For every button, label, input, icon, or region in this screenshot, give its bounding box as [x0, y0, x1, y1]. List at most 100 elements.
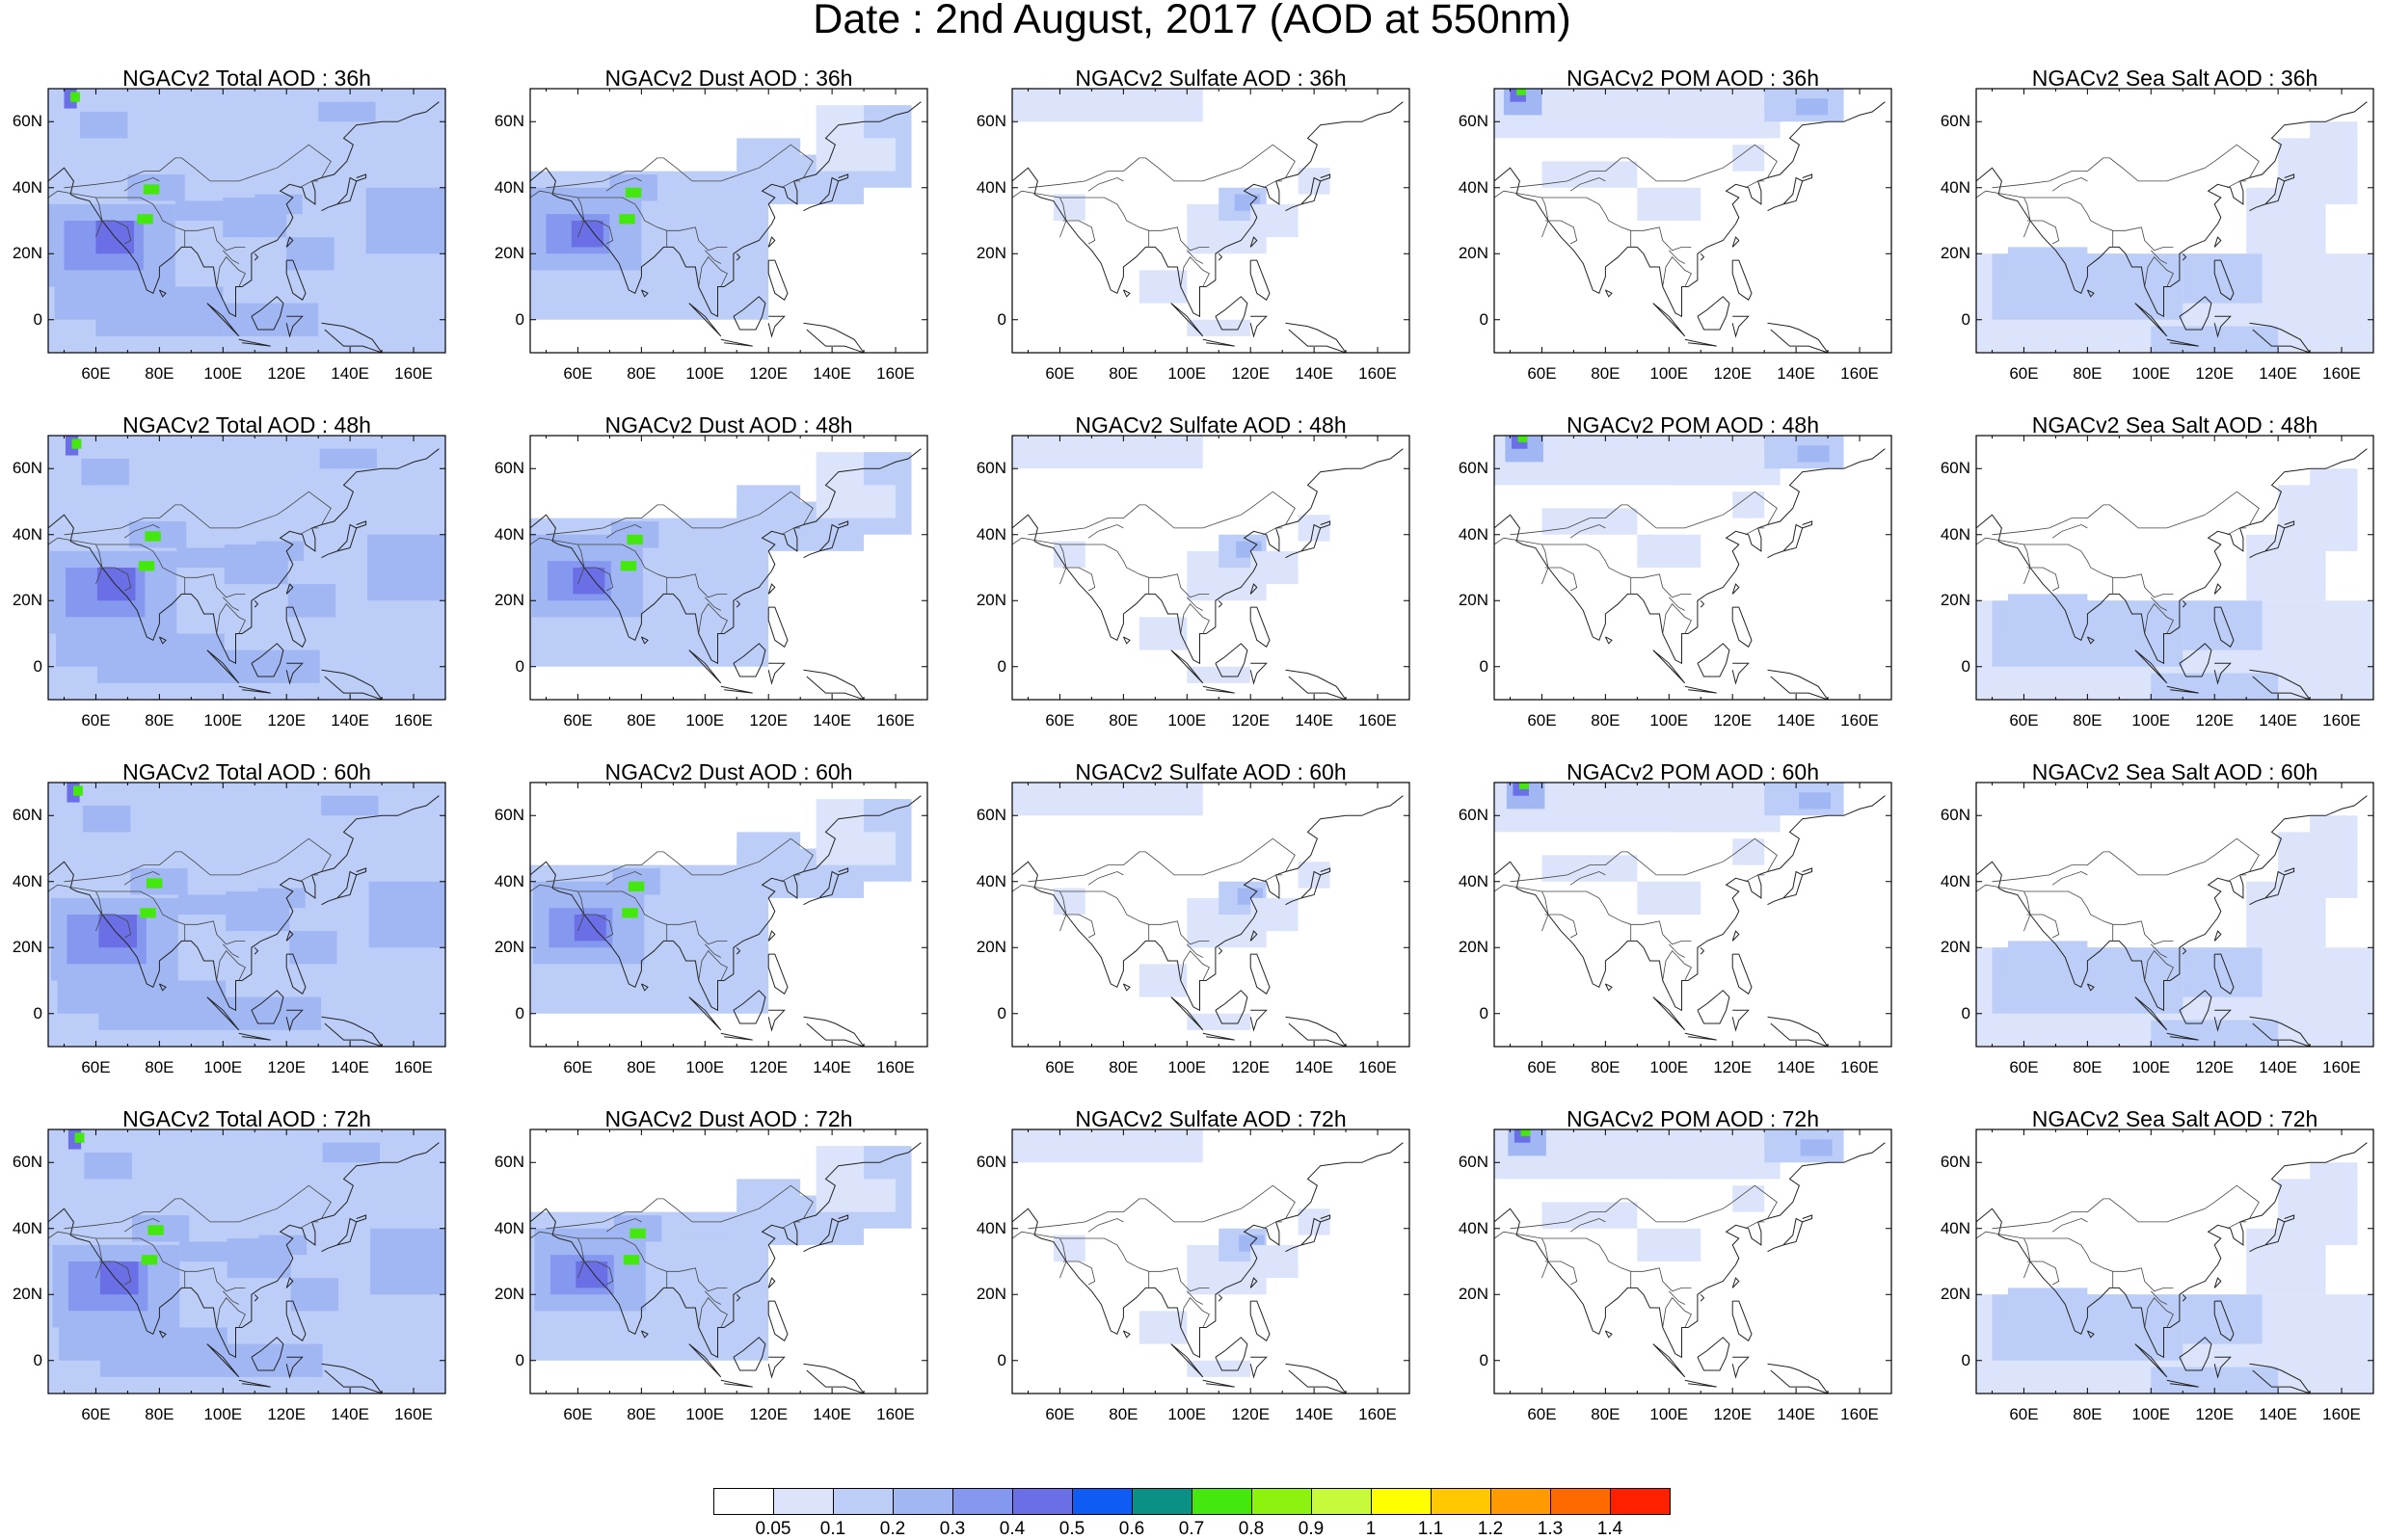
aod-patch [619, 214, 635, 225]
coastline [640, 983, 649, 992]
aod-patch [1797, 445, 1830, 463]
country-border [1745, 1221, 1765, 1230]
map-panel-dust-2: NGACv2 Dust AOD : 48h 60N 40N 20N 0 60E 80E 100… [495, 412, 993, 759]
country-border [98, 1261, 132, 1286]
coastline [285, 662, 304, 685]
coastline [1218, 1293, 1223, 1302]
aod-patch [1187, 666, 1251, 683]
map-panel-total-3: NGACv2 Total AOD : 60h 60N 40N 20N 0 60E 80E 10… [13, 759, 511, 1106]
aod-patch [622, 908, 638, 918]
coastline [2166, 685, 2199, 694]
country-border [48, 1231, 246, 1292]
lon-label: 120E [749, 364, 789, 383]
lat-label: 0 [1961, 309, 1970, 329]
coastline [1684, 1379, 1717, 1388]
map-frame [1493, 782, 1892, 1048]
lat-label: 40N [976, 524, 1006, 544]
aod-patch [81, 458, 129, 486]
aod-patch [254, 194, 303, 215]
coastline [1249, 1356, 1268, 1379]
country-border [223, 1290, 239, 1305]
lat-label: 0 [515, 656, 524, 676]
country-border [1669, 943, 1685, 958]
country-border [530, 884, 728, 945]
coastline [285, 315, 304, 338]
country-border [2026, 914, 2060, 939]
map-plot [1975, 782, 2374, 1048]
coastline [2166, 338, 2199, 347]
lat-label: 0 [997, 309, 1006, 329]
country-border [95, 890, 103, 932]
coastline [1976, 101, 2368, 318]
aod-patch [367, 534, 445, 601]
coastline [2213, 662, 2232, 685]
coastline [1604, 983, 1613, 992]
aod-patch [2310, 1162, 2358, 1212]
lat-label: 20N [12, 591, 42, 610]
country-border [216, 603, 246, 634]
aod-patch [737, 832, 801, 865]
country-border [1510, 837, 1778, 883]
lat-label: 60N [494, 1153, 524, 1172]
coastline [238, 1032, 271, 1041]
coastline [767, 930, 776, 942]
coastline [1684, 1032, 1717, 1041]
coastline [688, 303, 722, 337]
coastline [2179, 1337, 2212, 1371]
coastline [838, 520, 849, 529]
lat-label: 40N [494, 524, 524, 544]
coastline [1122, 1330, 1131, 1339]
lat-label: 0 [1961, 1003, 1970, 1022]
coastline [321, 523, 358, 559]
coastline [1285, 1217, 1322, 1253]
coastline [2179, 296, 2212, 331]
coastline [238, 685, 271, 694]
coastline [285, 583, 294, 595]
panel-title: NGACv2 Sea Salt AOD : 60h [2031, 759, 2318, 784]
country-border [546, 1184, 814, 1230]
colorbar-label: 0.9 [1298, 1519, 1325, 1539]
lat-label: 20N [1940, 938, 1970, 957]
lon-label: 80E [2073, 364, 2103, 383]
aod-patch [1669, 1152, 1765, 1180]
coastline [1218, 252, 1223, 261]
country-border [1059, 1237, 1067, 1279]
lat-label: 20N [12, 244, 42, 263]
country-border [1745, 874, 1765, 883]
map-frame [1011, 1128, 1410, 1394]
coastline [2086, 289, 2095, 298]
coastline [733, 1337, 766, 1371]
aod-patch [1800, 1139, 1833, 1156]
aod-patch [287, 584, 336, 618]
country-border [2026, 220, 2060, 245]
coastline [1249, 236, 1258, 248]
map-plot [1975, 88, 2374, 354]
coastline [1767, 870, 1804, 906]
aod-patch [56, 617, 120, 667]
aod-patch [2183, 253, 2263, 304]
aod-patch [2007, 941, 2088, 981]
country-border [1263, 180, 1283, 189]
lon-label: 80E [627, 711, 656, 730]
lon-label: 120E [267, 1405, 307, 1423]
aod-patch [223, 303, 319, 336]
map-plot [47, 782, 446, 1048]
lat-label: 60N [976, 459, 1006, 478]
lon-label: 160E [2322, 711, 2361, 730]
lat-label: 60N [494, 806, 524, 825]
country-border [1087, 177, 1124, 192]
coastline [767, 1356, 786, 1379]
country-border [1669, 597, 1685, 611]
colorbar-label: 0.7 [1178, 1519, 1205, 1539]
coastline [767, 1300, 789, 1341]
coastline [321, 1016, 383, 1047]
lat-label: 20N [1940, 244, 1970, 263]
colorbar-label: 0.05 [755, 1519, 791, 1539]
lon-label: 80E [1591, 711, 1621, 730]
aod-patch [137, 214, 153, 225]
lon-label: 160E [394, 364, 433, 383]
coastline [1604, 636, 1613, 645]
coastline [1652, 996, 1686, 1031]
country-border [2051, 871, 2088, 886]
panel-title: NGACv2 Dust AOD : 48h [604, 412, 853, 438]
